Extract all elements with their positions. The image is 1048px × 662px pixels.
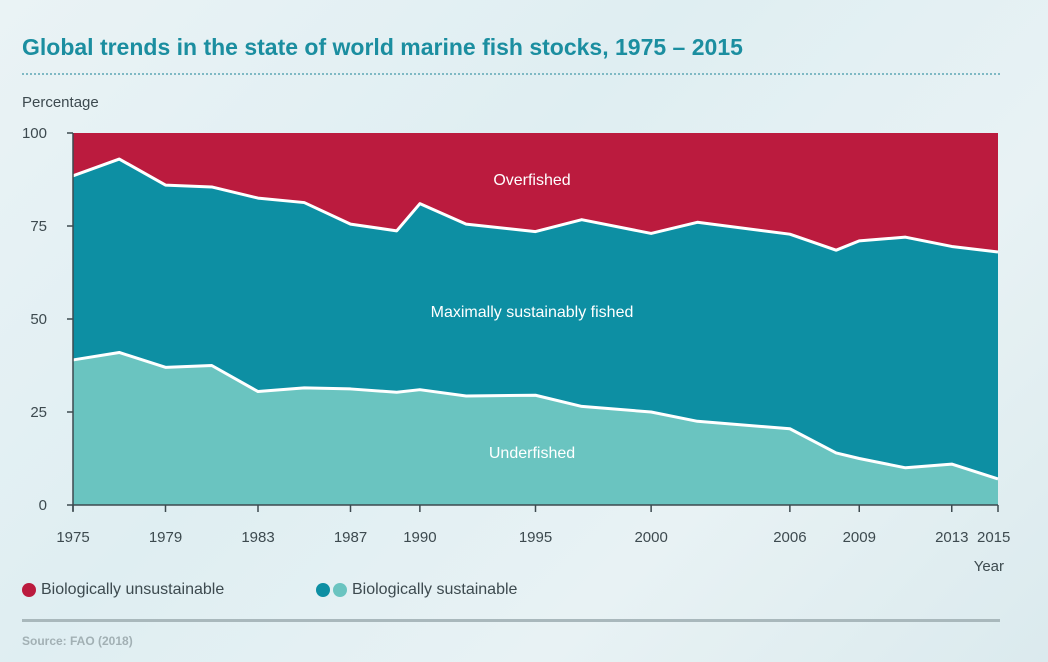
legend-unsustainable: Biologically unsustainable [22, 580, 224, 600]
x-tick-label: 1979 [149, 529, 182, 546]
legend-label-sustainable: Biologically sustainable [352, 581, 518, 598]
chart-title: Global trends in the state of world mari… [22, 34, 743, 60]
axes: 0 25 50 75 100 1975 1979 1983 1987 1990 1995 2000 20… [22, 125, 1010, 575]
x-tick-label: 2013 [935, 529, 968, 546]
area-labels: Underfished Maximally sustainably fished O… [431, 172, 634, 462]
y-tick-label: 25 [30, 404, 47, 421]
x-tick-label: 2015 [977, 529, 1010, 546]
title-divider [22, 73, 1000, 75]
area-underfished [73, 352, 998, 505]
area-overfished [73, 133, 998, 253]
series-label-underfished: Underfished [489, 445, 575, 462]
area-layers [73, 133, 998, 505]
source-divider [22, 619, 1000, 622]
legend-swatch-maximally [316, 583, 330, 597]
x-tick-label: 2009 [843, 529, 876, 546]
y-tick-label: 75 [30, 218, 47, 235]
legend-swatch-unsustainable [22, 583, 36, 597]
y-axis-label: Percentage [22, 94, 99, 111]
series-label-overfished: Overfished [493, 172, 570, 189]
source-note: Source: FAO (2018) [22, 634, 133, 648]
boundary-lines [72, 157, 999, 481]
legend-sustainable: Biologically sustainable [316, 580, 517, 600]
area-maximally-sustainably-fished [73, 159, 998, 479]
x-tick-label: 2006 [773, 529, 806, 546]
x-axis-label: Year [974, 558, 1004, 575]
y-tick-label: 50 [30, 311, 47, 328]
series-label-maximally-sustainably-fished: Maximally sustainably fished [431, 304, 634, 321]
x-tick-label: 1995 [519, 529, 552, 546]
x-tick-label: 1990 [403, 529, 436, 546]
x-tick-label: 1983 [241, 529, 274, 546]
y-tick-label: 100 [22, 125, 47, 142]
y-tick-label: 0 [39, 497, 47, 514]
legend-swatch-underfished [333, 583, 347, 597]
legend-label-unsustainable: Biologically unsustainable [41, 581, 225, 598]
boundary-line-2 [72, 157, 999, 254]
x-tick-label: 1975 [56, 529, 89, 546]
x-tick-label: 2000 [634, 529, 667, 546]
boundary-line-1 [72, 350, 999, 481]
x-tick-label: 1987 [334, 529, 367, 546]
